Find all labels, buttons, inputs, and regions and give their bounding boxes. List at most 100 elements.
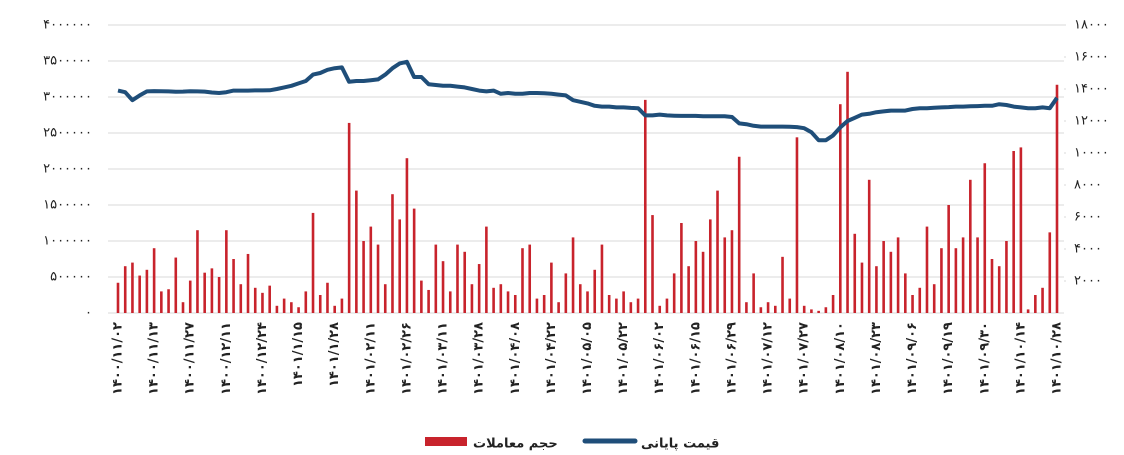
bar bbox=[477, 264, 481, 313]
bar bbox=[275, 305, 279, 313]
bar bbox=[716, 190, 719, 313]
x-tick-label: ۱۴۰۱/۰۲/۱۱ bbox=[363, 322, 378, 395]
bar bbox=[636, 298, 640, 313]
bar bbox=[376, 244, 380, 313]
bar bbox=[470, 284, 474, 313]
bar bbox=[1026, 309, 1030, 313]
y-tick-label: ۳۰۰۰۰۰۰ bbox=[43, 90, 92, 105]
bar bbox=[752, 273, 755, 313]
bar bbox=[123, 266, 127, 313]
bar bbox=[694, 241, 698, 313]
bar bbox=[420, 280, 423, 313]
bar bbox=[918, 287, 922, 313]
bar bbox=[969, 179, 972, 313]
x-tick-label: ۱۴۰۱/۰۷/۲۷ bbox=[797, 322, 812, 395]
bar bbox=[607, 295, 611, 313]
x-tick-label: ۱۴۰۱/۰۴/۲۲ bbox=[544, 322, 559, 395]
x-tick-label: ۱۴۰۱/۰۹/۱۹ bbox=[941, 322, 956, 395]
y-tick-label: ۳۵۰۰۰۰۰ bbox=[43, 54, 92, 69]
bar bbox=[643, 99, 647, 313]
bar bbox=[412, 208, 416, 313]
legend-label: قیمت پایانی bbox=[641, 437, 719, 452]
bar bbox=[347, 122, 351, 313]
x-tick-label: ۱۴۰۱/۰۷/۱۲ bbox=[761, 322, 776, 395]
bar bbox=[990, 259, 994, 313]
bar bbox=[427, 289, 430, 313]
bar bbox=[369, 226, 373, 313]
bar bbox=[160, 291, 163, 313]
bar bbox=[355, 190, 358, 313]
y2-tick-label: ۱۰۰۰۰ bbox=[1074, 146, 1109, 161]
x-tick-label: ۱۴۰۰/۱۲/۲۴ bbox=[255, 322, 270, 395]
x-tick-label: ۱۴۰۱/۱/۱۵ bbox=[291, 322, 306, 387]
bar bbox=[904, 273, 907, 313]
bar bbox=[188, 280, 192, 313]
bar bbox=[766, 302, 770, 313]
bar bbox=[788, 298, 792, 313]
bar bbox=[499, 284, 503, 313]
bar bbox=[1012, 151, 1015, 313]
bar bbox=[521, 248, 524, 313]
bar bbox=[961, 237, 965, 313]
bar bbox=[1055, 84, 1059, 313]
bar bbox=[217, 277, 221, 313]
bar bbox=[333, 305, 336, 313]
bar bbox=[629, 302, 633, 313]
bar bbox=[687, 266, 690, 313]
bar bbox=[1041, 287, 1044, 313]
bar bbox=[174, 257, 178, 313]
bar bbox=[954, 248, 958, 313]
bar bbox=[578, 284, 582, 313]
bar bbox=[448, 291, 452, 313]
bar bbox=[239, 284, 243, 313]
bar bbox=[824, 307, 828, 313]
bar bbox=[593, 269, 597, 313]
bar bbox=[290, 302, 293, 313]
bar bbox=[246, 253, 250, 313]
bar bbox=[1034, 295, 1037, 313]
bar bbox=[571, 237, 575, 313]
bar bbox=[896, 237, 900, 313]
x-tick-label: ۱۴۰۱/۰۸/۱۰ bbox=[833, 322, 848, 395]
bar bbox=[152, 248, 156, 313]
bar bbox=[737, 156, 741, 313]
bar bbox=[196, 230, 199, 313]
bar bbox=[723, 237, 727, 313]
bar bbox=[759, 307, 763, 313]
y-tick-label: ۲۰۰۰۰۰۰ bbox=[43, 162, 92, 177]
bar bbox=[600, 244, 604, 313]
bar bbox=[485, 226, 488, 313]
bar bbox=[304, 291, 308, 313]
bar bbox=[708, 219, 712, 313]
y2-tick-label: ۲۰۰۰ bbox=[1074, 274, 1102, 289]
bar bbox=[463, 251, 467, 313]
bar bbox=[781, 256, 784, 313]
x-tick-label: ۱۴۰۱/۰۲/۲۶ bbox=[399, 322, 414, 395]
x-tick-label: ۱۴۰۱/۰۶/۰۲ bbox=[652, 322, 667, 395]
y2-tick-label: ۱۸۰۰۰ bbox=[1074, 18, 1109, 33]
bar bbox=[889, 251, 893, 313]
x-tick-label: ۱۴۰۰/۱۱/۰۲ bbox=[111, 322, 126, 395]
bar bbox=[564, 273, 568, 313]
x-tick-label: ۱۴۰۰/۱۲/۱۱ bbox=[219, 322, 234, 395]
bar bbox=[506, 291, 510, 313]
bar bbox=[1005, 241, 1008, 313]
bar bbox=[940, 248, 943, 313]
bar bbox=[983, 163, 987, 313]
bar bbox=[680, 223, 683, 313]
bar bbox=[911, 295, 914, 313]
bar bbox=[557, 302, 560, 313]
bar bbox=[318, 295, 322, 313]
bar bbox=[542, 295, 546, 313]
bar bbox=[860, 262, 864, 313]
bar bbox=[232, 259, 235, 313]
x-tick-label: ۱۴۰۱/۰۶/۲۹ bbox=[724, 322, 739, 395]
x-tick-label: ۱۴۰۱/۰۹/۳۰ bbox=[977, 322, 992, 395]
y-tick-label: ۱۵۰۰۰۰۰ bbox=[43, 198, 92, 213]
bar bbox=[795, 137, 799, 313]
y2-tick-label: ۱۴۰۰۰ bbox=[1074, 82, 1109, 97]
y2-tick-label: ۱۲۰۰۰ bbox=[1074, 114, 1109, 129]
bar bbox=[586, 291, 589, 313]
bar bbox=[925, 226, 929, 313]
